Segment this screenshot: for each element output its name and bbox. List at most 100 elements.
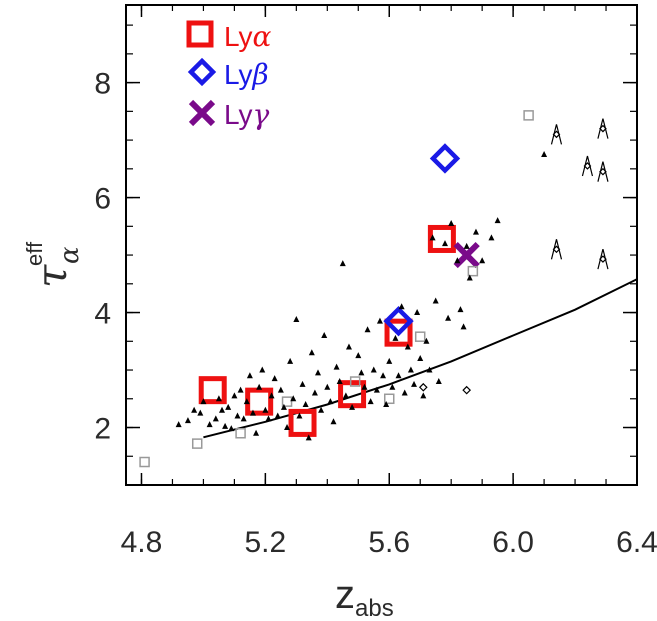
triangle-point (330, 418, 337, 425)
legend-label-lyb: Ly (224, 59, 253, 90)
y-tick-label: 2 (94, 413, 111, 446)
legend-label-lyg: Ly (224, 99, 253, 130)
triangle-point (389, 383, 396, 390)
triangle-point (302, 401, 309, 408)
diamond-point (462, 385, 472, 395)
triangle-point (287, 357, 294, 364)
x-tick-label: 6.0 (492, 526, 534, 559)
gray-square-point (414, 331, 426, 342)
legend-greek-gamma: γ (253, 98, 270, 131)
lya-square-point (288, 408, 317, 437)
legend-item-lya: Lyα (186, 20, 272, 53)
triangle-point (299, 380, 306, 387)
triangle-point (315, 369, 322, 376)
triangle-point (386, 357, 393, 364)
triangle-point (414, 309, 421, 316)
triangle-point (398, 303, 405, 310)
y-tick-label: 6 (94, 183, 111, 216)
triangle-point (308, 349, 315, 356)
lower-limit-point (599, 124, 607, 133)
triangle-point (222, 422, 229, 429)
lower-limit-arrow (550, 239, 563, 260)
legend-greek-alpha: α (253, 20, 272, 53)
triangle-point (345, 343, 352, 350)
gray-square-point (191, 438, 203, 449)
triangle-point (268, 392, 275, 399)
triangle-point (367, 398, 374, 405)
triangle-point (311, 389, 318, 396)
triangle-point (373, 386, 380, 393)
triangle-point (401, 389, 408, 396)
lya-square-point (245, 387, 274, 416)
triangle-point (454, 257, 461, 264)
triangle-point (215, 395, 222, 402)
triangle-point (234, 412, 241, 419)
triangle-point (197, 409, 204, 416)
triangle-point (466, 274, 473, 281)
triangle-point (342, 392, 349, 399)
triangle-point (420, 392, 427, 399)
legend-item-lyb: Lyβ (187, 57, 269, 91)
lower-limit-arrow (597, 248, 609, 270)
triangle-point (284, 424, 291, 431)
triangle-point (457, 306, 464, 313)
triangle-point (395, 372, 402, 379)
triangle-point (212, 415, 219, 422)
triangle-point (460, 323, 467, 330)
triangle-point (318, 406, 325, 413)
legend-label-lya: Ly (224, 21, 253, 52)
y-tick-label: 4 (94, 298, 111, 331)
triangle-point (494, 217, 501, 224)
triangle-point (228, 425, 235, 432)
x-axis-title: zabs (335, 573, 394, 621)
triangle-point (249, 409, 256, 416)
x-tick-label: 6.4 (616, 526, 657, 559)
x-tick-label: 5.6 (368, 526, 410, 559)
triangle-point (265, 415, 272, 422)
gray-square-point (467, 265, 479, 277)
lower-limit-arrow (597, 118, 609, 139)
triangle-point (472, 228, 479, 235)
svg-text:Lyα: Lyα (224, 20, 272, 53)
triangle-point (219, 406, 226, 413)
x-tick-label: 4.8 (121, 526, 163, 559)
svg-text:Lyβ: Lyβ (224, 58, 269, 91)
triangle-point (392, 334, 399, 341)
gray-square-point (235, 428, 246, 439)
triangle-point (175, 421, 182, 428)
lower-limit-point (599, 167, 607, 176)
tick-layer: 4.8 5.2 5.6 6.0 6.4 2 4 6 8 (94, 5, 657, 559)
gray-square-point (523, 110, 534, 121)
triangle-point (435, 378, 442, 385)
triangle-point (321, 332, 328, 339)
lyb-diamond-point (429, 143, 461, 174)
triangle-point (380, 372, 387, 379)
triangle-point (206, 421, 213, 428)
x-tick-label: 5.2 (245, 526, 287, 559)
triangle-point (411, 380, 418, 387)
triangle-point (225, 403, 232, 410)
triangle-point (200, 398, 207, 405)
y-axis-title-subscript: α (55, 246, 85, 264)
gray-square-point (349, 376, 361, 387)
triangle-point (305, 434, 312, 441)
triangle-point (274, 412, 281, 419)
triangle-point (432, 297, 439, 304)
triangle-point (479, 257, 486, 264)
lower-limit-point (552, 245, 561, 254)
triangle-point (271, 375, 278, 382)
triangle-point (463, 242, 470, 249)
triangle-point (296, 412, 303, 419)
triangle-point (246, 372, 253, 379)
triangle-point (423, 337, 430, 344)
triangle-point (426, 366, 433, 373)
triangle-point (488, 234, 495, 241)
lyb-diamond-point (383, 305, 414, 337)
triangle-point (240, 415, 247, 422)
triangle-point (243, 398, 250, 405)
triangle-point (370, 366, 377, 373)
y-axis-title-superscript: eff (22, 241, 47, 266)
gray-square-point (281, 396, 293, 407)
triangle-point (231, 392, 238, 399)
